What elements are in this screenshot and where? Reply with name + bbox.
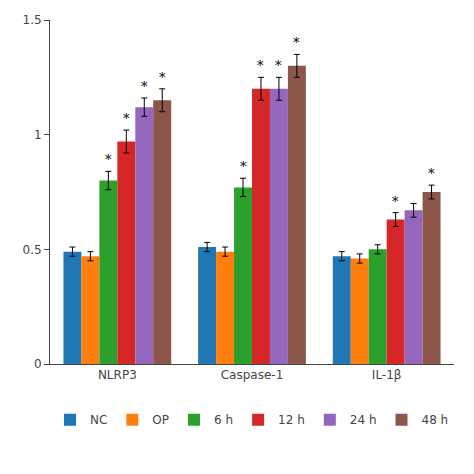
svg-text:*: * bbox=[257, 58, 264, 73]
svg-text:1.5: 1.5 bbox=[23, 13, 42, 27]
svg-text:1: 1 bbox=[34, 128, 42, 142]
svg-text:6 h: 6 h bbox=[214, 413, 233, 427]
svg-text:IL-1β: IL-1β bbox=[372, 368, 402, 382]
svg-text:24 h: 24 h bbox=[350, 413, 377, 427]
svg-text:*: * bbox=[141, 79, 148, 94]
svg-text:*: * bbox=[159, 70, 166, 85]
svg-text:OP: OP bbox=[152, 413, 169, 427]
svg-text:*: * bbox=[428, 166, 435, 181]
svg-text:NLRP3: NLRP3 bbox=[98, 368, 137, 382]
svg-text:NC: NC bbox=[90, 413, 107, 427]
svg-text:Caspase-1: Caspase-1 bbox=[221, 368, 284, 382]
svg-text:*: * bbox=[123, 111, 130, 126]
svg-text:12 h: 12 h bbox=[278, 413, 305, 427]
svg-text:*: * bbox=[275, 58, 282, 73]
svg-text:*: * bbox=[240, 159, 247, 174]
svg-text:0.5: 0.5 bbox=[23, 243, 42, 257]
svg-text:48 h: 48 h bbox=[422, 413, 449, 427]
svg-text:*: * bbox=[105, 152, 112, 167]
svg-text:*: * bbox=[293, 35, 300, 50]
svg-text:*: * bbox=[392, 194, 399, 209]
svg-text:0: 0 bbox=[34, 357, 42, 371]
